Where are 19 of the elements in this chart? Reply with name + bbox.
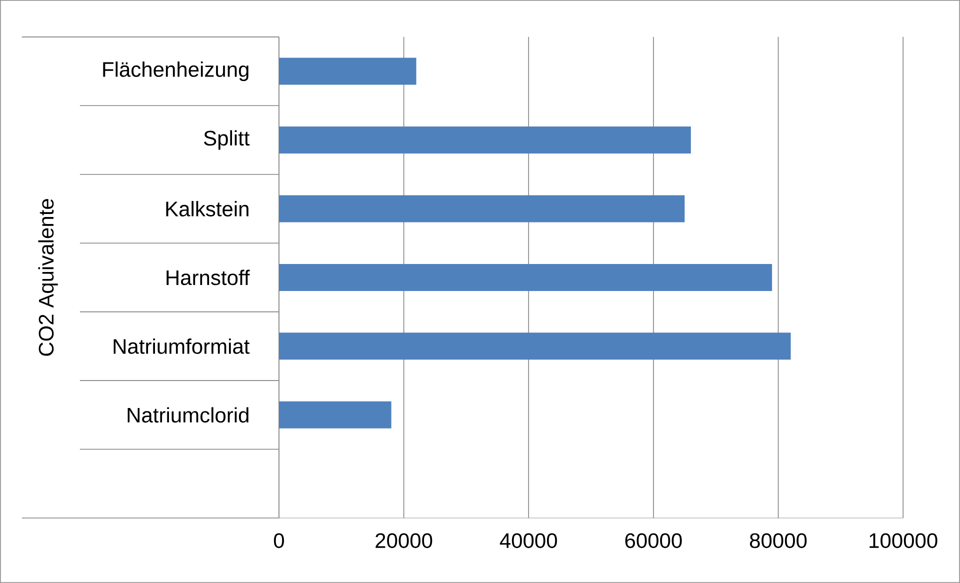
x-tick-label: 80000: [750, 533, 807, 548]
y-tick-label: Kalkstein: [166, 201, 248, 216]
bar: [278, 126, 691, 154]
x-tick-label: 60000: [625, 533, 682, 548]
y-tick-label: Natriumformiat: [114, 338, 250, 354]
bar: [278, 401, 392, 428]
x-tick-label: 0: [274, 533, 284, 548]
bar: [278, 264, 772, 292]
y-tick-label: Flächenheizung: [103, 62, 248, 82]
bar: [278, 195, 685, 222]
x-tick-label: 40000: [500, 533, 557, 548]
x-tick-label: 100000: [870, 533, 938, 548]
bar: [278, 58, 416, 85]
y-axis-title: CO2 Aquivalente: [38, 199, 58, 356]
y-tick-label: Splitt: [204, 130, 250, 150]
y-tick-label: Natriumclorid: [128, 407, 248, 423]
x-tick-label: 20000: [376, 533, 432, 548]
bar: [278, 332, 791, 360]
y-tick-label: Harnstoff: [166, 270, 250, 286]
